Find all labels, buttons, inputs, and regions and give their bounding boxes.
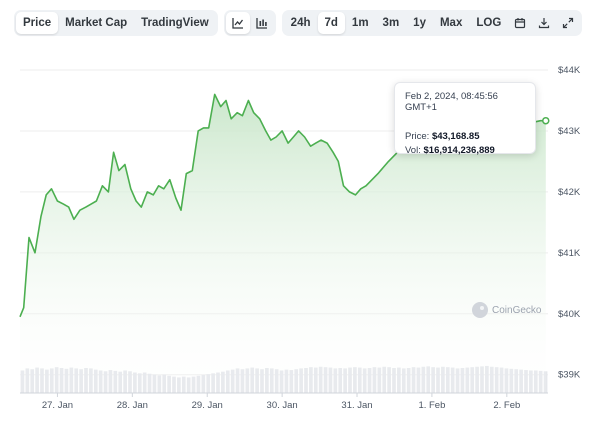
calendar-icon: [515, 18, 526, 29]
x-tick-label: 2. Feb: [493, 400, 520, 411]
tooltip-vol-row: Vol: $16,914,236,889: [405, 144, 525, 158]
price-tooltip: Feb 2, 2024, 08:45:56 GMT+1 Price: $43,1…: [394, 82, 536, 156]
tooltip-date: Feb 2, 2024, 08:45:56 GMT+1: [405, 91, 498, 113]
y-tick-label: $44K: [558, 65, 581, 76]
y-axis: $39K $40K $41K $42K $43K $44K: [558, 65, 581, 381]
line-chart-button[interactable]: [225, 12, 250, 34]
x-tick-label: 27. Jan: [42, 400, 73, 411]
range-group: 24h 7d 1m 3m 1y Max LOG: [281, 10, 583, 36]
chart-type-group: [223, 10, 276, 36]
candlestick-chart-button[interactable]: [250, 12, 274, 34]
hover-point: [542, 116, 550, 125]
log-scale-button[interactable]: LOG: [476, 17, 502, 29]
line-chart-icon: [232, 18, 243, 29]
x-tick-label: 28. Jan: [117, 400, 148, 411]
x-axis: 27. Jan 28. Jan 29. Jan 30. Jan 31. Jan 1. Fe…: [42, 393, 520, 411]
tooltip-price-row: Price: $43,168.85: [405, 130, 525, 144]
tab-tradingview[interactable]: TradingView: [141, 17, 209, 29]
price-area: [20, 94, 546, 394]
x-tick-label: 30. Jan: [267, 400, 298, 411]
calendar-button[interactable]: [508, 12, 532, 34]
x-tick-label: 29. Jan: [192, 400, 223, 411]
tooltip-vol-value: $16,914,236,889: [423, 145, 495, 156]
range-max-button[interactable]: Max: [439, 17, 463, 29]
candlestick-chart-icon: [256, 18, 267, 29]
range-1m-button[interactable]: 1m: [351, 17, 369, 29]
range-24h-button[interactable]: 24h: [290, 17, 311, 29]
y-tick-label: $40K: [558, 309, 581, 320]
x-tick-label: 31. Jan: [341, 400, 372, 411]
y-tick-label: $39K: [558, 370, 581, 381]
fullscreen-icon: [563, 17, 574, 29]
tab-price[interactable]: Price: [16, 12, 59, 34]
chart-toolbar: Price Market Cap TradingView 24h 7d 1m 3…: [14, 10, 583, 36]
fullscreen-button[interactable]: [556, 12, 580, 34]
range-3m-button[interactable]: 3m: [382, 17, 400, 29]
coingecko-logo-icon: [472, 302, 488, 318]
range-1y-button[interactable]: 1y: [413, 17, 426, 29]
view-tab-group: Price Market Cap TradingView: [14, 10, 218, 36]
coingecko-watermark: CoinGecko: [472, 302, 541, 318]
x-tick-label: 1. Feb: [418, 400, 445, 411]
y-tick-label: $43K: [558, 126, 581, 137]
tab-market-cap[interactable]: Market Cap: [65, 17, 128, 29]
download-icon: [539, 18, 550, 29]
download-button[interactable]: [532, 12, 556, 34]
tooltip-price-label: Price:: [405, 131, 430, 142]
watermark-text: CoinGecko: [492, 304, 542, 316]
tooltip-vol-label: Vol:: [405, 145, 421, 156]
y-tick-label: $42K: [558, 187, 581, 198]
y-tick-label: $41K: [558, 248, 581, 259]
tooltip-price-value: $43,168.85: [431, 131, 480, 142]
range-7d-button[interactable]: 7d: [317, 12, 345, 34]
